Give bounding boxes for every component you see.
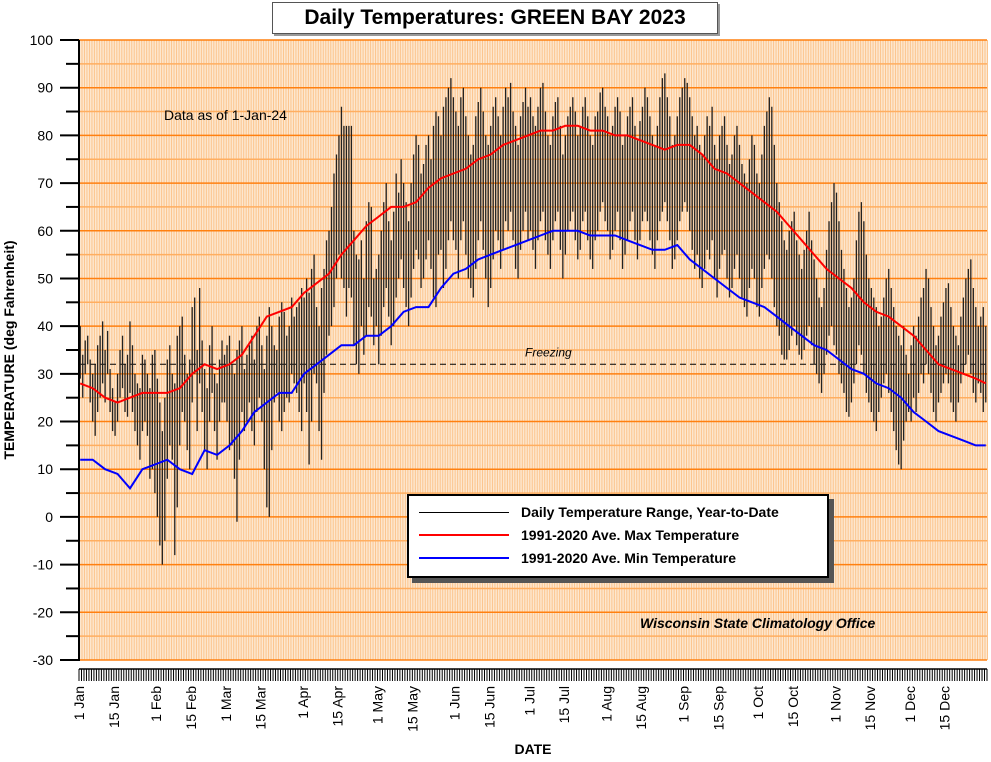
legend-label: Daily Temperature Range, Year-to-Date [521,504,779,520]
legend-item-normal-min: 1991-2020 Ave. Min Temperature [419,548,736,568]
x-tick-label: 15 May [404,686,420,732]
x-tick-label: 15 Dec [937,686,953,730]
x-tick-label: 15 Jul [556,686,572,723]
x-tick-label: 1 Sep [676,686,692,723]
y-tick-label: 0 [45,509,53,525]
x-tick-label: 15 Oct [785,686,801,727]
daily-range-bars [79,73,987,565]
x-tick-label: 15 Aug [633,686,649,730]
chart-title: Daily Temperatures: GREEN BAY 2023 [272,2,718,34]
legend-swatch [419,557,509,559]
x-axis-label: DATE [514,741,551,757]
x-tick-label: 1 Aug [598,686,614,722]
legend-item-daily-range: Daily Temperature Range, Year-to-Date [419,502,779,522]
y-tick-label: 40 [37,318,53,334]
legend: Daily Temperature Range, Year-to-Date 19… [407,494,829,578]
x-tick-label: 15 Apr [330,686,346,727]
y-tick-label: -30 [33,652,53,668]
x-tick-label: 15 Jan [106,686,122,728]
x-tick-label: 1 May [370,686,386,724]
y-tick-label: 50 [37,270,53,286]
x-tick-label: 15 Feb [183,686,199,730]
source-credit: Wisconsin State Climatology Office [640,615,876,631]
y-tick-label: 30 [37,366,53,382]
legend-item-normal-max: 1991-2020 Ave. Max Temperature [419,525,739,545]
x-tick-label: 15 Nov [862,686,878,730]
x-tick-label: 1 Feb [148,686,164,722]
data-as-of-note: Data as of 1-Jan-24 [164,107,287,123]
legend-label: 1991-2020 Ave. Min Temperature [521,550,737,566]
y-tick-label: -20 [33,604,53,620]
y-tick-label: 10 [37,461,53,477]
y-tick-label: -10 [33,557,53,573]
y-tick-label: 100 [30,32,54,48]
x-tick-label: 15 Jun [481,686,497,728]
normal-max-line [79,124,987,404]
y-tick-label: 20 [37,414,53,430]
x-axis-ticks: 1 Jan 15 Jan 1 Feb 15 Feb 1 Mar 15 Mar 1 Apr 15… [71,668,988,732]
legend-swatch [419,511,509,513]
x-tick-label: 1 Dec [902,686,918,723]
x-tick-label: 1 Mar [218,686,234,722]
y-tick-label: 90 [37,80,53,96]
legend-swatch [419,534,509,536]
x-tick-label: 1 Jun [447,686,463,720]
y-axis-label: TEMPERATURE (deg Fahrenheit) [1,240,17,459]
x-tick-label: 15 Sep [710,686,726,731]
y-tick-label: 60 [37,223,53,239]
normal-min-line [80,229,986,490]
legend-label: 1991-2020 Ave. Max Temperature [521,527,740,543]
x-tick-label: 1 Apr [295,686,311,719]
x-tick-label: 15 Mar [253,686,269,730]
x-tick-label: 1 Jul [521,686,537,716]
y-tick-label: 70 [37,175,53,191]
x-tick-label: 1 Jan [71,686,87,720]
x-tick-label: 1 Oct [750,686,766,720]
y-tick-label: 80 [37,127,53,143]
x-tick-label: 1 Nov [827,686,843,723]
freezing-label: Freezing [525,345,572,359]
